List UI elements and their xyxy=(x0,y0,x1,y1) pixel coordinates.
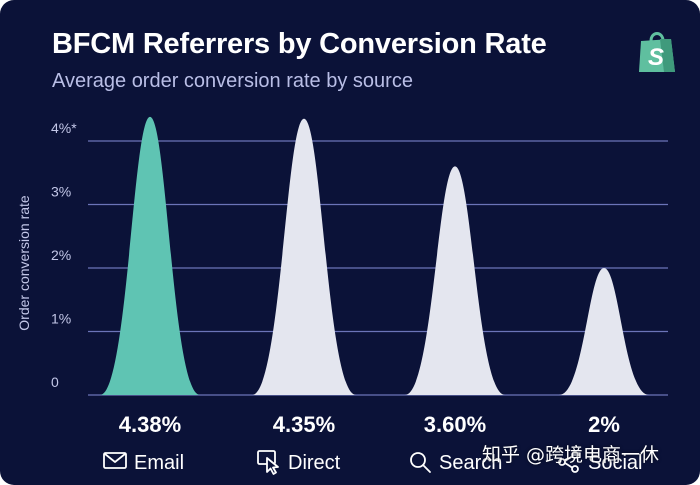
chart-title: BFCM Referrers by Conversion Rate xyxy=(52,28,547,60)
magnifier-icon xyxy=(410,452,431,473)
category-label: Email xyxy=(134,452,184,474)
bar-social xyxy=(559,268,649,395)
y-tick-label: 1% xyxy=(51,311,71,327)
value-label: 4.35% xyxy=(273,412,335,437)
chart-subtitle: Average order conversion rate by source xyxy=(52,70,413,92)
cursor-click-icon xyxy=(257,450,279,475)
y-tick-label: 2% xyxy=(51,247,71,263)
share-icon xyxy=(558,451,579,473)
bar-email xyxy=(100,116,200,396)
y-tick-label: 4%* xyxy=(51,120,77,136)
y-tick-label: 3% xyxy=(51,184,71,200)
bar-direct xyxy=(252,118,356,396)
value-label: 2% xyxy=(588,412,620,437)
shopify-bag-icon: S xyxy=(639,32,675,72)
y-tick-label: 0 xyxy=(51,374,59,390)
category-label: Direct xyxy=(288,452,341,474)
category-label: Search xyxy=(439,452,502,474)
watermark-text: 知乎 @跨境电商一休 xyxy=(482,444,660,466)
value-label: 3.60% xyxy=(424,412,486,437)
value-label: 4.38% xyxy=(119,412,181,437)
category-label: Social xyxy=(588,452,642,474)
logo-letter: S xyxy=(648,44,664,71)
bar-search xyxy=(405,166,505,395)
envelope-icon xyxy=(103,452,127,469)
y-axis-label: Order conversion rate xyxy=(16,195,32,331)
